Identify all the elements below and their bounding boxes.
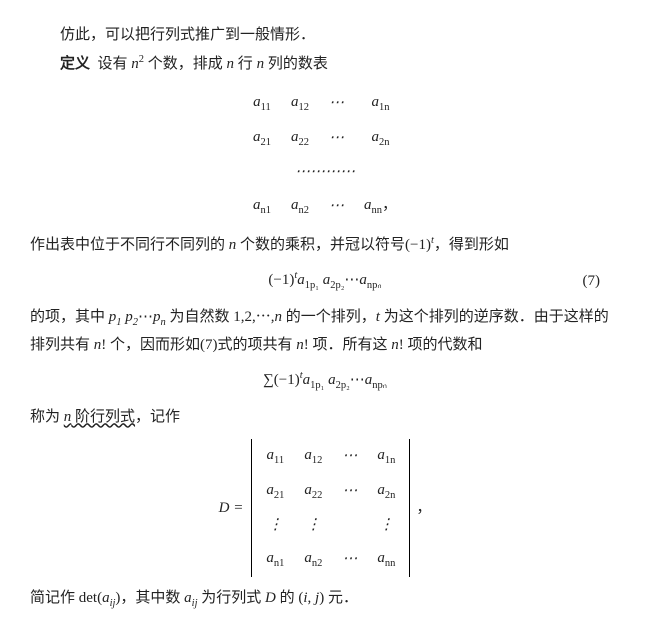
t: 列的数表 [264, 56, 328, 72]
m: n [131, 56, 139, 72]
eq-number: (7) [583, 268, 601, 295]
t: 个数，排成 [144, 56, 227, 72]
equation-sum: ∑(−1)ta1p₁ a2p₂⋯anpₙ [30, 367, 620, 396]
m: n [227, 56, 235, 72]
t: 作出表中位于不同行不同列的 [30, 237, 229, 253]
m: n [257, 56, 265, 72]
determinant-def: D = a11 a12 ⋯ a1n a21 a22 ⋯ a2n ⋮ ⋮ [30, 439, 620, 577]
para-4: 的项，其中 p1 p2⋯pn 为自然数 1,2,⋯,n 的一个排列，t 为这个排… [30, 304, 620, 360]
t: ，得到形如 [434, 237, 509, 253]
def-label: 定义 [60, 56, 90, 72]
equation-7: (−1)ta1p₁ a2p₂⋯anpₙ (7) [30, 267, 620, 296]
para-5: 称为 n 阶行列式，记作 [30, 404, 620, 431]
matrix-array: a11 a12 ⋯ a1n a21 a22 ⋯ a2n ⋯⋯⋯⋯ an1 an2… [30, 86, 620, 224]
para-def: 定义 设有 n2 个数，排成 n 行 n 列的数表 [30, 51, 620, 78]
t: 设有 [90, 56, 131, 72]
para-3: 作出表中位于不同行不同列的 n 个数的乘积，并冠以符号(−1)t，得到形如 [30, 232, 620, 259]
t: 个数的乘积，并冠以符号(−1) [236, 237, 431, 253]
t: 行 [234, 56, 257, 72]
para-6: 简记作 det(aij)，其中数 aij 为行列式 D 的 (i, j) 元． [30, 585, 620, 614]
para-1: 仿此，可以把行列式推广到一般情形． [30, 22, 620, 49]
